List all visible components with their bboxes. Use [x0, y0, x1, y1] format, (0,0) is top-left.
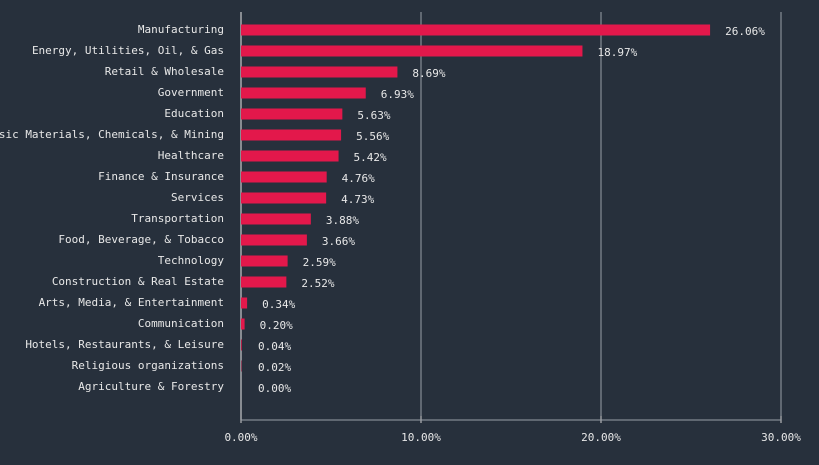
y-tick-label: Religious organizations — [72, 359, 224, 372]
y-tick-label: Communication — [138, 317, 224, 330]
value-label: 26.06% — [725, 25, 765, 38]
y-tick-label: Government — [158, 86, 224, 99]
y-tick-label: Manufacturing — [138, 23, 224, 36]
value-label: 0.04% — [258, 340, 291, 353]
value-label: 3.66% — [322, 235, 355, 248]
bar — [241, 150, 339, 162]
bar — [241, 255, 288, 267]
value-label: 6.93% — [381, 88, 414, 101]
y-tick-label: Hotels, Restaurants, & Leisure — [25, 338, 224, 351]
y-tick-label: Technology — [158, 254, 225, 267]
x-tick-label: 10.00% — [401, 431, 441, 444]
bar — [241, 66, 398, 78]
bar — [241, 213, 311, 225]
bar — [241, 129, 342, 141]
bar — [241, 45, 583, 57]
value-label: 3.88% — [326, 214, 359, 227]
y-tick-label: Energy, Utilities, Oil, & Gas — [32, 44, 224, 57]
y-tick-label: Finance & Insurance — [98, 170, 224, 183]
value-label: 18.97% — [597, 46, 637, 59]
value-label: 0.00% — [258, 382, 291, 395]
value-label: 0.02% — [258, 361, 291, 374]
y-tick-label: Food, Beverage, & Tobacco — [58, 233, 224, 246]
y-tick-label: Arts, Media, & Entertainment — [39, 296, 224, 309]
value-label: 2.59% — [303, 256, 336, 269]
bar — [241, 339, 242, 351]
value-label: 5.42% — [354, 151, 387, 164]
value-label: 0.34% — [262, 298, 295, 311]
value-label: 4.76% — [342, 172, 375, 185]
value-label: 4.73% — [341, 193, 374, 206]
value-label: 5.63% — [357, 109, 390, 122]
bar — [241, 318, 245, 330]
y-tick-label: Education — [164, 107, 224, 120]
y-tick-label: Basic Materials, Chemicals, & Mining — [0, 128, 224, 141]
bar — [241, 234, 307, 246]
y-tick-label: Agriculture & Forestry — [78, 380, 224, 393]
y-tick-label: Services — [171, 191, 224, 204]
bar — [241, 297, 248, 309]
bar — [241, 87, 366, 99]
value-label: 8.69% — [412, 67, 445, 80]
bar — [241, 276, 287, 288]
bar — [241, 24, 711, 36]
value-label: 2.52% — [301, 277, 334, 290]
x-tick-label: 20.00% — [581, 431, 621, 444]
y-tick-label: Construction & Real Estate — [52, 275, 224, 288]
y-tick-label: Transportation — [131, 212, 224, 225]
bar — [241, 171, 327, 183]
y-tick-label: Retail & Wholesale — [105, 65, 224, 78]
bar — [241, 108, 343, 120]
y-tick-label: Healthcare — [158, 149, 224, 162]
x-tick-label: 0.00% — [224, 431, 257, 444]
x-tick-label: 30.00% — [761, 431, 801, 444]
bar — [241, 192, 327, 204]
value-label: 0.20% — [260, 319, 293, 332]
value-label: 5.56% — [356, 130, 389, 143]
